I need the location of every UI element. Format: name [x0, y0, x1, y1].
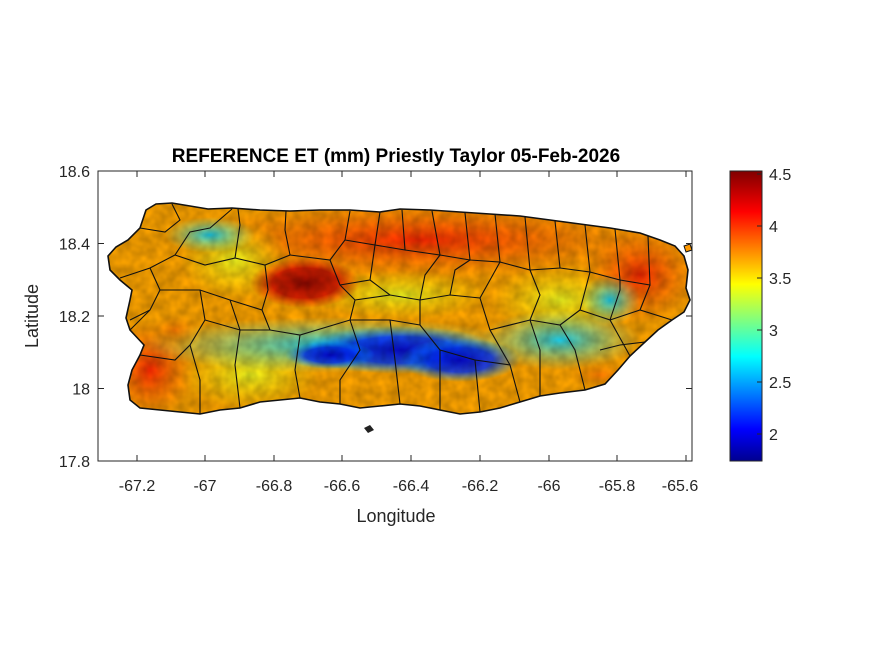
colorbar-ticks — [757, 173, 762, 435]
x-axis — [136, 171, 687, 461]
y-tick-label: 18 — [72, 382, 90, 399]
x-tick-label: -66.6 — [324, 478, 361, 495]
y-tick-label: 18.2 — [59, 309, 90, 326]
x-tick-label: -66.4 — [393, 478, 430, 495]
y-tick-label: 18.4 — [59, 237, 90, 254]
y-axis — [98, 170, 692, 462]
x-tick-label: -66 — [537, 478, 560, 495]
municipality-boundaries — [119, 203, 673, 414]
x-tick-label: -67.2 — [119, 478, 156, 495]
colorbar-tick-label: 3 — [769, 323, 778, 340]
y-axis-label: Latitude — [22, 284, 42, 348]
x-tick-label: -66.8 — [256, 478, 293, 495]
x-tick-label: -67 — [193, 478, 216, 495]
colorbar-tick-label: 2.5 — [769, 375, 791, 392]
x-tick-label: -65.6 — [662, 478, 699, 495]
y-tick-label: 17.8 — [59, 454, 90, 471]
colorbar-tick-label: 2 — [769, 427, 778, 444]
y-tick-label: 18.6 — [59, 164, 90, 181]
colorbar-tick-label: 4 — [769, 219, 778, 236]
x-tick-label: -66.2 — [462, 478, 499, 495]
x-axis-label: Longitude — [356, 506, 435, 526]
colorbar — [729, 170, 763, 462]
x-tick-label: -65.8 — [599, 478, 636, 495]
colorbar-tick-label: 3.5 — [769, 271, 791, 288]
chart-title: REFERENCE ET (mm) Priestly Taylor 05-Feb… — [172, 146, 620, 167]
colorbar-tick-label: 4.5 — [769, 167, 791, 184]
